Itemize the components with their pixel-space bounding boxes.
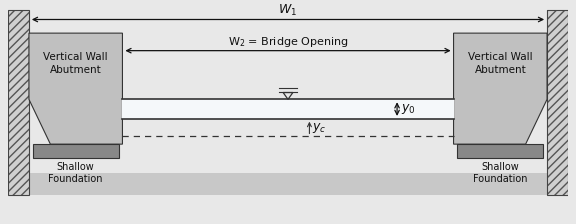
Bar: [547, 10, 569, 195]
Bar: [457, 144, 543, 158]
Bar: [7, 10, 29, 195]
Text: Vertical Wall
Abutment: Vertical Wall Abutment: [43, 52, 108, 75]
Bar: [33, 144, 119, 158]
Polygon shape: [29, 33, 123, 144]
Text: W$_2$ = Bridge Opening: W$_2$ = Bridge Opening: [228, 35, 348, 49]
Text: Shallow
Foundation: Shallow Foundation: [473, 162, 528, 184]
Text: W$_1$: W$_1$: [278, 2, 298, 17]
Text: y$_0$: y$_0$: [401, 102, 416, 116]
Text: y$_c$: y$_c$: [312, 121, 327, 135]
Bar: [547, 10, 569, 195]
Bar: [7, 10, 29, 195]
Polygon shape: [453, 33, 547, 144]
Bar: [7, 10, 29, 195]
Text: Vertical Wall
Abutment: Vertical Wall Abutment: [468, 52, 533, 75]
Text: Shallow
Foundation: Shallow Foundation: [48, 162, 103, 184]
Bar: [29, 173, 547, 195]
Bar: [123, 99, 453, 119]
Bar: [547, 10, 569, 195]
